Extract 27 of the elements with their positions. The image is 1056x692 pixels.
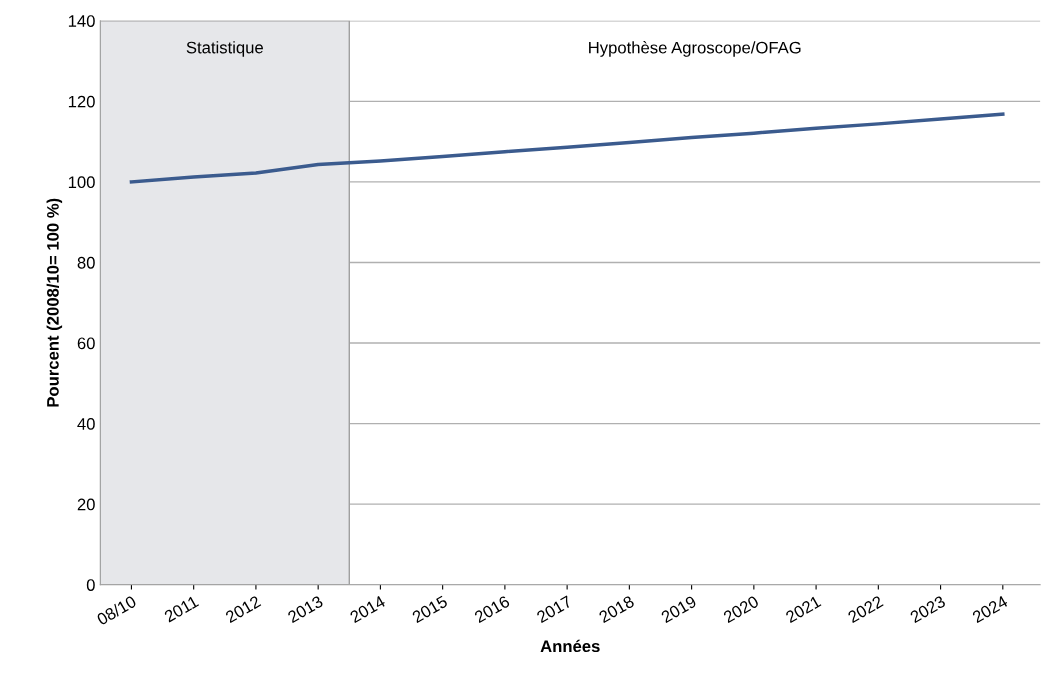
y-tick-label: 80 [77,256,95,269]
y-axis-title: Pourcent (2008/10= 100 %) [46,198,63,407]
y-tick-label: 40 [77,418,95,430]
x-tick-label: 2012 [224,595,262,624]
y-tick-label: 20 [77,498,95,511]
annotation: Hypothèse Agroscope/OFAG [589,41,801,57]
x-tick-label: 2019 [660,595,698,624]
x-tick-label: 2016 [473,595,511,624]
y-tick-label: 140 [68,15,95,27]
x-tick-label: 2018 [598,595,635,624]
line-series [129,112,1005,184]
x-tick-label: 2020 [722,595,760,624]
x-tick-label: 2021 [784,595,822,624]
x-tick-label: 2013 [287,595,324,624]
x-tick-label: 2017 [535,595,573,624]
band-label: Statistique [186,41,263,57]
y-tick-label: 100 [68,176,95,189]
x-tick-label: 2015 [411,595,449,624]
x-tick-label: 2022 [847,595,884,624]
x-tick-label: 2024 [971,595,1009,624]
x-axis-title: Années [540,639,600,653]
y-tick-label: 60 [77,337,95,350]
x-tick-label: 2011 [163,595,200,623]
y-tick-label: 120 [68,95,95,108]
y-tick-label: 0 [86,579,95,591]
x-tick-label: 2014 [349,595,387,624]
x-tick-label: 2023 [909,595,947,624]
